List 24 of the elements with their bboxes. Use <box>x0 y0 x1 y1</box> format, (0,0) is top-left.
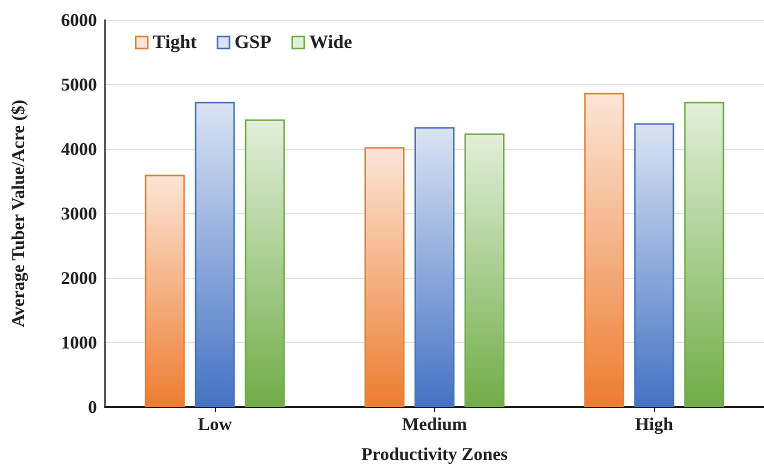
y-tick-label: 5000 <box>61 74 97 94</box>
bar <box>194 102 235 407</box>
y-tick-label: 4000 <box>61 139 97 159</box>
y-tick-label: 6000 <box>61 10 97 30</box>
x-tick-label: Medium <box>402 414 467 434</box>
x-axis-title: Productivity Zones <box>361 444 508 464</box>
legend-label: Tight <box>152 32 198 53</box>
y-tick-label: 2000 <box>61 268 97 288</box>
y-tick-label: 3000 <box>61 204 97 224</box>
bar <box>364 147 404 407</box>
y-tick-label: 0 <box>88 397 97 417</box>
x-tick-label: High <box>635 414 674 434</box>
y-axis-title: Average Tuber Value/Acre ($) <box>8 100 28 328</box>
y-tick-label: 1000 <box>61 332 97 352</box>
bar <box>634 123 674 407</box>
bar <box>464 134 504 407</box>
bar <box>414 127 454 407</box>
bar <box>684 102 724 407</box>
x-tick-label: Low <box>198 414 232 434</box>
legend-label: Wide <box>309 32 352 53</box>
bar <box>584 92 624 407</box>
bar <box>144 174 185 407</box>
bar <box>244 119 285 407</box>
legend-label: GSP <box>234 32 272 53</box>
